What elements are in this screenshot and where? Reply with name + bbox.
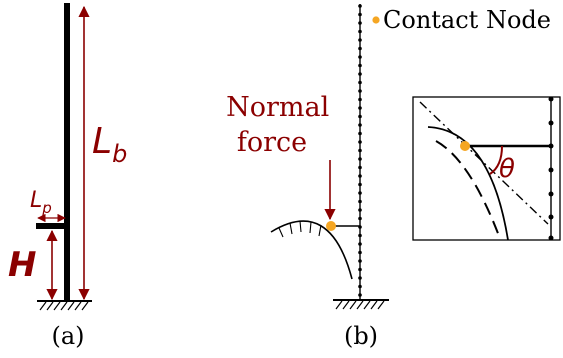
beam-node <box>358 106 362 110</box>
beam-node <box>358 89 362 93</box>
zoom-inset: θ <box>412 96 561 241</box>
beam-node <box>358 191 362 195</box>
lb-label: Lb <box>92 121 127 168</box>
beam-node <box>358 242 362 246</box>
beam-node <box>358 233 362 238</box>
beam-node <box>358 4 362 8</box>
beam-node <box>358 165 362 170</box>
inset-contact-node-marker <box>460 141 470 151</box>
ground-support-a <box>37 300 92 311</box>
beam-node <box>358 199 362 204</box>
contact-surface <box>270 220 353 280</box>
beam-node <box>358 97 362 102</box>
beam-node <box>358 46 362 51</box>
beam-node <box>358 216 362 221</box>
beam-node <box>358 208 362 212</box>
ground-support-b <box>333 299 389 310</box>
beam-node <box>358 140 362 144</box>
beam-nodes <box>358 4 362 297</box>
inset-surface-dashed <box>435 140 500 237</box>
contact-node-marker <box>326 221 336 231</box>
panel-a: Lb Lp H (a) <box>8 3 127 350</box>
panel-b: Normal force Contact Node <box>226 4 561 350</box>
beam-node <box>358 38 362 42</box>
beam-node <box>358 259 362 263</box>
beam-node <box>358 182 362 187</box>
legend-contact-node-dot <box>372 16 380 24</box>
beam-node <box>358 114 362 119</box>
beam-node <box>358 29 362 34</box>
beam-node <box>358 12 362 17</box>
lp-label: Lp <box>30 188 52 217</box>
beam-node <box>358 157 362 161</box>
inset-tangent-line <box>419 101 549 225</box>
beam-node <box>358 80 362 85</box>
legend-contact-node-label: Contact Node <box>383 6 551 34</box>
beam-node <box>358 148 362 153</box>
panel-a-caption: (a) <box>51 322 84 350</box>
beam-node <box>358 72 362 76</box>
beam-node <box>358 276 362 280</box>
panel-b-caption: (b) <box>344 322 378 350</box>
beam-node <box>358 55 362 59</box>
beam-node <box>358 267 362 272</box>
beam-node <box>358 250 362 255</box>
beam-node <box>358 21 362 25</box>
beam-node <box>358 284 362 289</box>
theta-label: θ <box>499 154 515 184</box>
beam-node <box>358 123 362 127</box>
normal-force-label: Normal force <box>226 92 338 158</box>
inset-beam-nodes <box>548 96 554 241</box>
inset-surface-solid <box>427 126 509 241</box>
beam-node <box>358 131 362 136</box>
h-label: H <box>8 245 36 285</box>
legend: Contact Node <box>372 6 551 34</box>
theta-angle-arc <box>489 145 503 175</box>
beam-node <box>358 293 362 297</box>
beam-node <box>358 174 362 178</box>
beam-node <box>358 63 362 68</box>
